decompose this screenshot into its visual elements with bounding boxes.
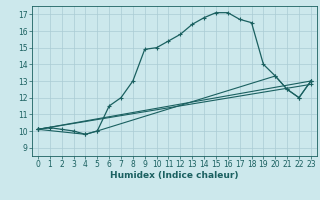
X-axis label: Humidex (Indice chaleur): Humidex (Indice chaleur): [110, 171, 239, 180]
